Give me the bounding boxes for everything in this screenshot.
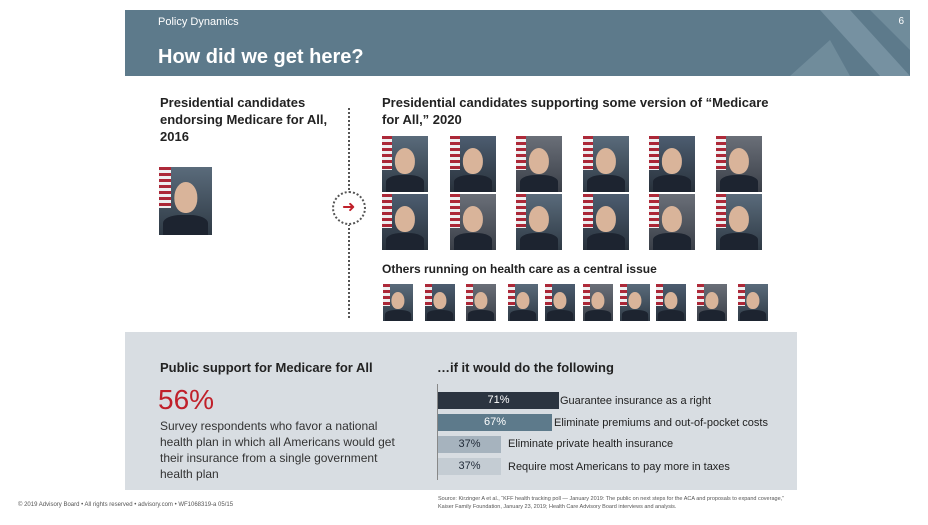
candidate-photo-2016: [159, 167, 212, 235]
other-candidate-photo: [383, 284, 413, 321]
candidate-photo-2020: [649, 194, 695, 250]
right-arrow-icon: ➜: [342, 199, 356, 216]
bar-eliminate-private-insurance: 37%: [438, 436, 501, 453]
conditions-heading: …if it would do the following: [437, 360, 614, 375]
candidate-photo-2020: [450, 194, 496, 250]
slide-header: Policy Dynamics How did we get here? 6: [125, 10, 910, 76]
page-number: 6: [898, 16, 904, 27]
candidate-photo-2020: [583, 136, 629, 192]
candidate-photo-2020: [649, 136, 695, 192]
candidate-photo-2020: [583, 194, 629, 250]
candidate-photo-2020: [716, 136, 762, 192]
other-candidate-photo: [738, 284, 768, 321]
slide-title: How did we get here?: [158, 46, 364, 68]
other-candidate-photo: [620, 284, 650, 321]
support-percent: 56%: [158, 384, 215, 415]
candidate-photo-2020: [450, 136, 496, 192]
public-support-heading: Public support for Medicare for All: [160, 360, 373, 375]
bars-axis-line: [437, 384, 438, 480]
other-candidate-photo: [697, 284, 727, 321]
heading-other-candidates: Others running on health care as a centr…: [382, 262, 657, 276]
heading-2016-candidates: Presidential candidates endorsing Medica…: [160, 95, 328, 144]
bar-guarantee-insurance: 71%: [438, 392, 559, 409]
label-pay-more-taxes: Require most Americans to pay more in ta…: [508, 461, 730, 473]
other-candidate-photo: [656, 284, 686, 321]
candidate-photo-2020: [516, 194, 562, 250]
other-candidate-photo: [425, 284, 455, 321]
other-candidate-photo: [545, 284, 575, 321]
copyright-footer: © 2019 Advisory Board • All rights reser…: [18, 502, 234, 508]
candidate-photo-2020: [716, 194, 762, 250]
heading-2020-candidates: Presidential candidates supporting some …: [382, 95, 769, 127]
support-description: Survey respondents who favor a national …: [160, 419, 395, 481]
other-candidate-photo: [466, 284, 496, 321]
candidate-photo-2020: [382, 136, 428, 192]
candidate-photo-2020: [382, 194, 428, 250]
label-guarantee-insurance: Guarantee insurance as a right: [560, 395, 712, 407]
transition-arrow: ➜: [332, 191, 366, 225]
label-eliminate-private-insurance: Eliminate private health insurance: [508, 438, 674, 450]
bar-eliminate-premiums: 67%: [438, 414, 552, 431]
source-citation: Source: Kirzinger A et al., “KFF health …: [438, 496, 784, 510]
bar-pay-more-taxes: 37%: [438, 458, 501, 475]
other-candidate-photo: [583, 284, 613, 321]
label-eliminate-premiums: Eliminate premiums and out-of-pocket cos…: [554, 417, 768, 429]
candidate-photo-2020: [516, 136, 562, 192]
advisory-board-logo: [790, 10, 910, 76]
other-candidate-photo: [508, 284, 538, 321]
section-kicker: Policy Dynamics: [158, 16, 239, 28]
